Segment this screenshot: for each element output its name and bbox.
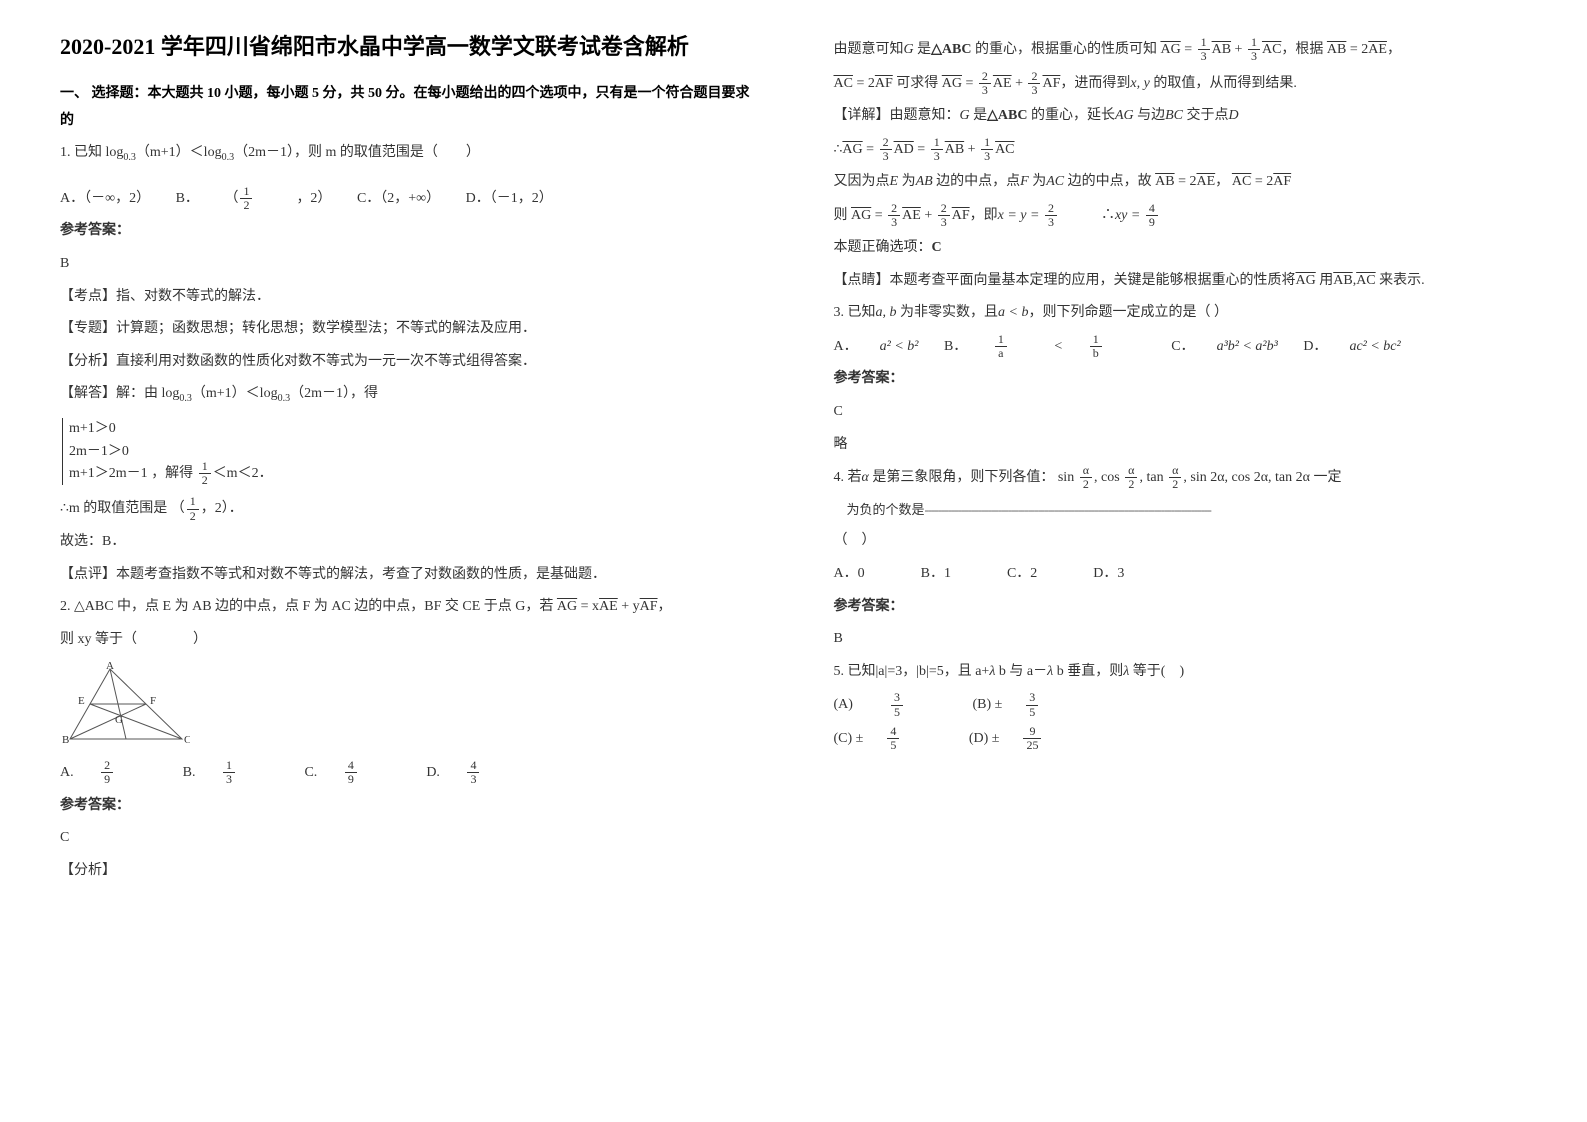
r-line4: ∴AG = 23AD = 13AB + 13AC [834,136,1528,164]
q4-stem: 4. 若α 是第三象限角，则下列各值： sin α2, cos α2, tan … [834,464,1528,492]
q2-options: A. 29 B. 13 C. 49 D. 43 [60,759,754,787]
q1-so: ∴m 的取值范围是 （12，2）． [60,495,754,523]
svg-text:G: G [115,714,123,726]
section-1-heading: 一、 选择题：本大题共 10 小题，每小题 5 分，共 50 分。在每小题给出的… [60,81,754,134]
q1-opt-b: B． （12，2） [176,191,335,206]
q1-opt-c: C．（2，+∞） [357,191,440,206]
q1-ans-label: 参考答案： [60,218,754,245]
q3-ans: C [834,399,1528,426]
q1-optb-frac: 12 [240,185,274,212]
q1-text-a: 1. 已知 log [60,145,123,160]
q1-opt-d: D．（－1，2） [466,191,553,206]
q5-opt-d: (D) ±925 [969,731,1086,746]
q3-opt-d: D．ac² < bc² [1303,339,1400,354]
q1-ans: B [60,251,754,278]
right-column: 由题意可知G 是△ABC 的重心，根据重心的性质可知 AG = 13AB + 1… [794,0,1587,1122]
q5-opt-c: (C) ±45 [834,731,944,746]
q1-brace-block: m+1＞0 2m－1＞0 m+1＞2m－1 ，解得 12＜m＜2． [60,414,754,489]
r-ds: 【点睛】本题考查平面向量基本定理的应用，关键是能够根据重心的性质将AG 用AB,… [834,268,1528,295]
q1-text-c: （2m－1），则 m 的取值范围是（ ） [234,145,480,160]
q1-gx: 故选：B． [60,529,754,556]
svg-text:F: F [150,695,156,707]
q5-opt-a: (A) 35 [834,697,947,712]
svg-text:C: C [184,734,190,746]
r-line7: 本题正确选项：C [834,235,1528,262]
q3-opt-c: C．a³b² < a²b³ [1171,339,1278,354]
svg-text:E: E [78,695,85,707]
q2-fx: 【分析】 [60,858,754,885]
r-line6: 则 AG = 23AE + 23AF，即x = y = 23 ∴xy = 49 [834,202,1528,230]
q2-opt-d: D. 43 [426,765,523,780]
page: 2020-2021 学年四川省绵阳市水晶中学高一数学文联考试卷含解析 一、 选择… [0,0,1587,1122]
q1-dp: 【点评】本题考查指数不等式和对数不等式的解法，考查了对数函数的性质，是基础题． [60,562,754,589]
svg-text:B: B [62,734,69,746]
q5-stem: 5. 已知|a|=3，|b|=5，且 a+λ b 与 a－λ b 垂直，则λ 等… [834,659,1528,686]
q2-figure: A B C E F G [60,661,754,751]
r-line2: AC = 2AF 可求得 AG = 23AE + 23AF，进而得到x, y 的… [834,70,1528,98]
q1-stem: 1. 已知 log0.3（m+1）＜log0.3（2m－1），则 m 的取值范围… [60,140,754,167]
r-line3: 【详解】由题意知：G 是△ABC 的重心，延长AG 与边BC 交于点D [834,103,1528,130]
q2-opt-a: A. 29 [60,765,157,780]
q3-opt-b: B． 1a < 1b [944,339,1149,354]
q5-opt-b: (B) ±35 [972,697,1082,712]
r-line1: 由题意可知G 是△ABC 的重心，根据重心的性质可知 AG = 13AB + 1… [834,36,1528,64]
q1-zt: 【专题】计算题；函数思想；转化思想；数学模型法；不等式的解法及应用． [60,316,754,343]
q1-opt-a: A．（－∞，2） [60,191,150,206]
q4-stem-2: 为负的个数是----------------------------------… [834,498,1528,523]
q1-text-b: （m+1）＜log [136,145,222,160]
q3-lue: 略 [834,432,1528,459]
q5-options-1: (A) 35 (B) ±35 [834,691,1528,719]
r-line5: 又因为点E 为AB 边的中点，点F 为AC 边的中点，故 AB = 2AE， A… [834,169,1528,196]
left-column: 2020-2021 学年四川省绵阳市水晶中学高一数学文联考试卷含解析 一、 选择… [0,0,794,1122]
doc-title: 2020-2021 学年四川省绵阳市水晶中学高一数学文联考试卷含解析 [60,30,754,63]
q5-options-2: (C) ±45 (D) ±925 [834,725,1528,753]
q4-ans-label: 参考答案： [834,594,1528,621]
q2-stem: 2. △ABC 中，点 E 为 AB 边的中点，点 F 为 AC 边的中点，BF… [60,594,754,621]
q1-jd: 【解答】解：由 log0.3（m+1）＜log0.3（2m－1），得 [60,381,754,408]
q2-stem-2: 则 xy 等于（ ） [60,627,754,654]
q2-ans: C [60,825,754,852]
q2-opt-c: C. 49 [304,765,400,780]
q1-options: A．（－∞，2） B． （12，2） C．（2，+∞） D．（－1，2） [60,185,754,213]
q4-stem-3: （ ） [834,528,1528,555]
q1-sub1: 0.3 [123,152,136,163]
q1-fx: 【分析】直接利用对数函数的性质化对数不等式为一元一次不等式组得答案． [60,349,754,376]
q3-options: A．a² < b² B． 1a < 1b C．a³b² < a²b³ D．ac²… [834,333,1528,361]
q4-options: A．0 B．1 C．2 D．3 [834,561,1528,588]
svg-text:A: A [106,661,114,672]
q3-opt-a: A．a² < b² [834,339,919,354]
q1-sub2: 0.3 [222,152,235,163]
q1-brace: m+1＞0 2m－1＞0 m+1＞2m－1 [62,418,148,485]
q2-opt-b: B. 13 [183,765,279,780]
q3-stem: 3. 已知a, b 为非零实数，且a < b，则下列命题一定成立的是（ ） [834,300,1528,327]
q4-ans: B [834,626,1528,653]
q3-ans-label: 参考答案： [834,366,1528,393]
q1-brace-frac: 12 [199,460,211,487]
q2-ans-label: 参考答案： [60,793,754,820]
q1-kp: 【考点】指、对数不等式的解法． [60,284,754,311]
